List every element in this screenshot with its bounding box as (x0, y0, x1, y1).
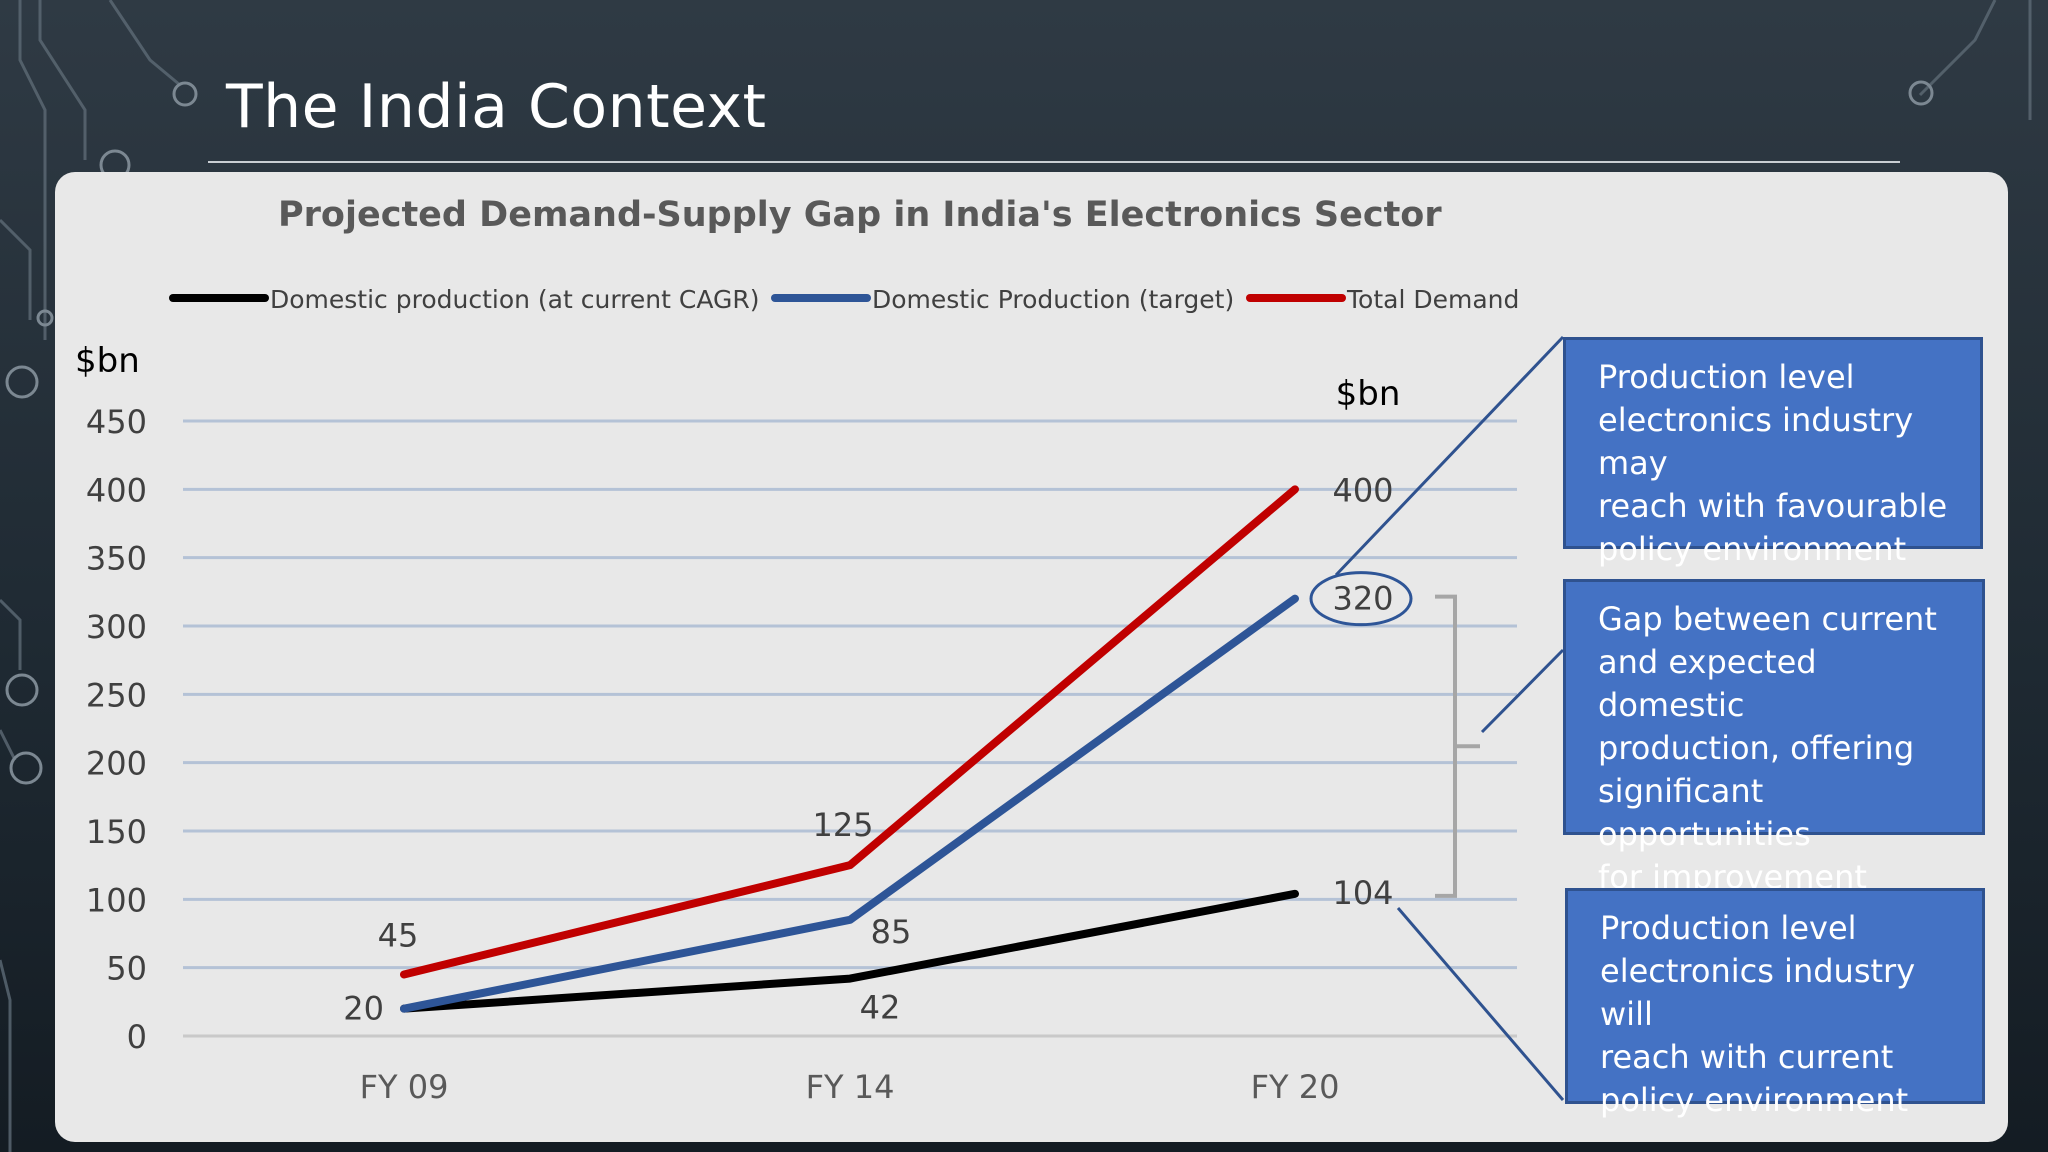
series-line-target (400, 594, 1299, 1013)
y-tick-label: 200 (86, 745, 147, 783)
callout-current-policy: Production level electronics industry wi… (1565, 888, 1985, 1119)
data-label: 85 (871, 913, 912, 951)
data-label: 125 (812, 806, 873, 844)
y-tick-label: 100 (86, 881, 147, 919)
data-label: 400 (1332, 471, 1393, 509)
callout-line: policy environment (1598, 530, 1907, 568)
callout-line: and expected domestic (1598, 643, 1817, 724)
y-tick-label: 350 (86, 540, 147, 578)
x-tick-label: FY 09 (360, 1068, 449, 1106)
callout-favourable-policy: Production level electronics industry ma… (1563, 337, 1983, 568)
series-line-total-demand (400, 485, 1299, 979)
chart-panel: Projected Demand-Supply Gap in India's E… (55, 172, 2008, 1142)
gap-bracket (1435, 594, 1480, 898)
y-tick-label: 0 (127, 1018, 147, 1056)
data-label: 104 (1332, 874, 1393, 912)
data-label: 45 (378, 917, 419, 955)
callout-line: reach with favourable (1598, 487, 1948, 525)
chart-title: Projected Demand-Supply Gap in India's E… (278, 195, 1442, 235)
y-tick-label: 250 (86, 676, 147, 714)
y-tick-label: 400 (86, 471, 147, 509)
y-tick-label: 150 (86, 813, 147, 851)
highlight-ellipse (1309, 571, 1413, 627)
callout-line: Production level (1600, 909, 1857, 947)
data-label: 320 (1332, 580, 1393, 618)
y-axis-unit-label: $bn (75, 341, 140, 381)
callout-line: electronics industry will (1600, 952, 1916, 1033)
title-divider (208, 161, 1900, 163)
x-tick-label: FY 14 (806, 1068, 895, 1106)
y-tick-label: 450 (86, 403, 147, 441)
x-tick-label: FY 20 (1251, 1068, 1340, 1106)
data-label: 42 (860, 989, 901, 1027)
legend-entry: Domestic production (at current CAGR) (270, 285, 760, 314)
series-line-current-cagr (400, 889, 1299, 1013)
callout-connector (1334, 335, 1565, 577)
callout-connector (1396, 907, 1565, 1101)
slide-title: The India Context (226, 72, 767, 142)
line-chart: Projected Demand-Supply Gap in India's E… (75, 195, 1565, 1106)
callout-line: Gap between current (1598, 600, 1937, 638)
callout-line: policy environment (1600, 1081, 1909, 1119)
callout-line: Production level (1598, 358, 1855, 396)
callout-line: production, offering (1598, 729, 1915, 767)
y-tick-label: 300 (86, 608, 147, 646)
y-tick-label: 50 (106, 950, 147, 988)
callout-line: significant opportunities (1598, 772, 1811, 853)
callout-line: reach with current (1600, 1038, 1894, 1076)
data-label: 20 (343, 990, 384, 1028)
end-unit-label: $bn (1336, 374, 1401, 414)
callout-gap: Gap between current and expected domesti… (1563, 579, 1985, 896)
legend-entry: Total Demand (1346, 285, 1519, 314)
callout-line: electronics industry may (1598, 401, 1914, 482)
callout-connector (1480, 648, 1565, 734)
legend-entry: Domestic Production (target) (872, 285, 1234, 314)
